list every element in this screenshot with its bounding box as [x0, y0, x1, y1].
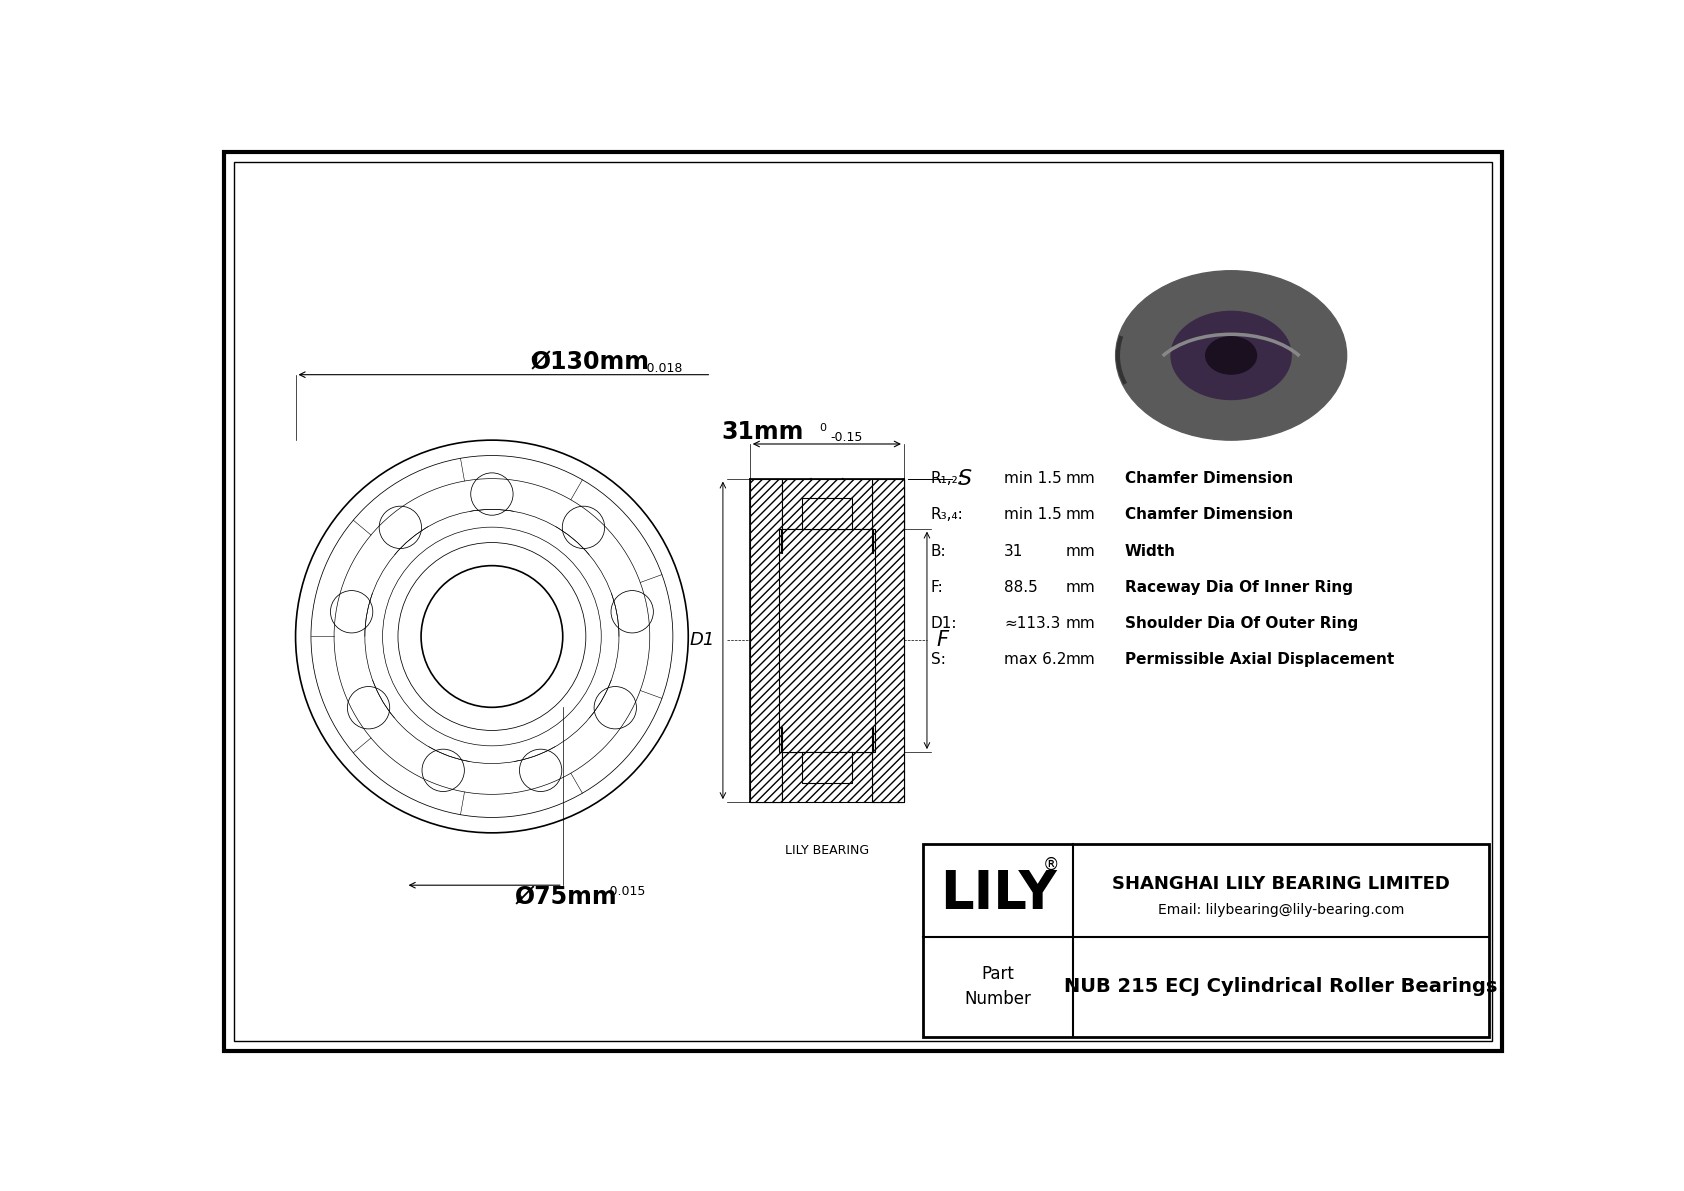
Bar [749, 479, 781, 802]
Bar [802, 498, 852, 529]
Text: min 1.5: min 1.5 [1004, 472, 1061, 486]
Text: Ø75mm: Ø75mm [515, 885, 618, 909]
Bar [802, 752, 852, 782]
Text: D1: D1 [690, 631, 716, 649]
Text: Email: lilybearing@lily-bearing.com: Email: lilybearing@lily-bearing.com [1159, 903, 1404, 917]
Text: B: B [818, 622, 835, 642]
Text: F:: F: [931, 580, 943, 594]
Text: mm: mm [1066, 616, 1095, 631]
Bar [872, 479, 904, 802]
Text: mm: mm [1066, 543, 1095, 559]
Text: 31mm: 31mm [721, 420, 803, 444]
Bar [749, 479, 904, 529]
Text: -0.015: -0.015 [606, 885, 647, 898]
Text: 0: 0 [530, 355, 537, 364]
Text: R₃,₄:: R₃,₄: [931, 507, 963, 523]
Text: -0.15: -0.15 [830, 431, 864, 444]
Text: Ø130mm: Ø130mm [530, 350, 650, 375]
Text: S: S [958, 468, 972, 488]
Text: Width: Width [1125, 543, 1175, 559]
Text: LILY BEARING: LILY BEARING [785, 844, 869, 858]
Text: Part
Number: Part Number [965, 966, 1032, 1009]
Text: ≈113.3: ≈113.3 [1004, 616, 1061, 631]
Text: ®: ® [1042, 856, 1059, 874]
Bar [780, 529, 874, 752]
Text: 0: 0 [820, 423, 827, 434]
Text: Permissible Axial Displacement: Permissible Axial Displacement [1125, 653, 1394, 667]
Text: Chamfer Dimension: Chamfer Dimension [1125, 507, 1293, 523]
Text: R₂: R₂ [830, 501, 842, 512]
Text: B:: B: [931, 543, 946, 559]
Text: mm: mm [1066, 580, 1095, 594]
Ellipse shape [1115, 270, 1347, 441]
Text: mm: mm [1066, 472, 1095, 486]
Text: Chamfer Dimension: Chamfer Dimension [1125, 472, 1293, 486]
Text: SHANGHAI LILY BEARING LIMITED: SHANGHAI LILY BEARING LIMITED [1111, 875, 1450, 893]
Text: 88.5: 88.5 [1004, 580, 1037, 594]
Bar [781, 479, 872, 529]
Text: Raceway Dia Of Inner Ring: Raceway Dia Of Inner Ring [1125, 580, 1352, 594]
Text: R₃: R₃ [786, 617, 798, 626]
Text: D1:: D1: [931, 616, 957, 631]
Text: S:: S: [931, 653, 946, 667]
Text: Shoulder Dia Of Outer Ring: Shoulder Dia Of Outer Ring [1125, 616, 1357, 631]
Bar [749, 479, 781, 802]
Text: R₄: R₄ [781, 644, 793, 654]
Text: 0: 0 [515, 896, 522, 905]
Ellipse shape [1170, 311, 1292, 399]
Text: F: F [936, 630, 948, 650]
Text: NUB 215 ECJ Cylindrical Roller Bearings: NUB 215 ECJ Cylindrical Roller Bearings [1064, 978, 1497, 997]
Bar [781, 752, 872, 802]
Bar [872, 479, 904, 802]
Text: R₁: R₁ [855, 525, 867, 535]
Text: 31: 31 [1004, 543, 1024, 559]
Text: LILY: LILY [940, 868, 1056, 921]
Text: min 1.5: min 1.5 [1004, 507, 1061, 523]
Text: max 6.2: max 6.2 [1004, 653, 1066, 667]
Bar [923, 844, 1489, 1037]
Text: -0.018: -0.018 [642, 362, 682, 375]
Ellipse shape [1206, 337, 1256, 374]
Text: mm: mm [1066, 653, 1095, 667]
Text: R₁,₂:: R₁,₂: [931, 472, 963, 486]
Text: mm: mm [1066, 507, 1095, 523]
